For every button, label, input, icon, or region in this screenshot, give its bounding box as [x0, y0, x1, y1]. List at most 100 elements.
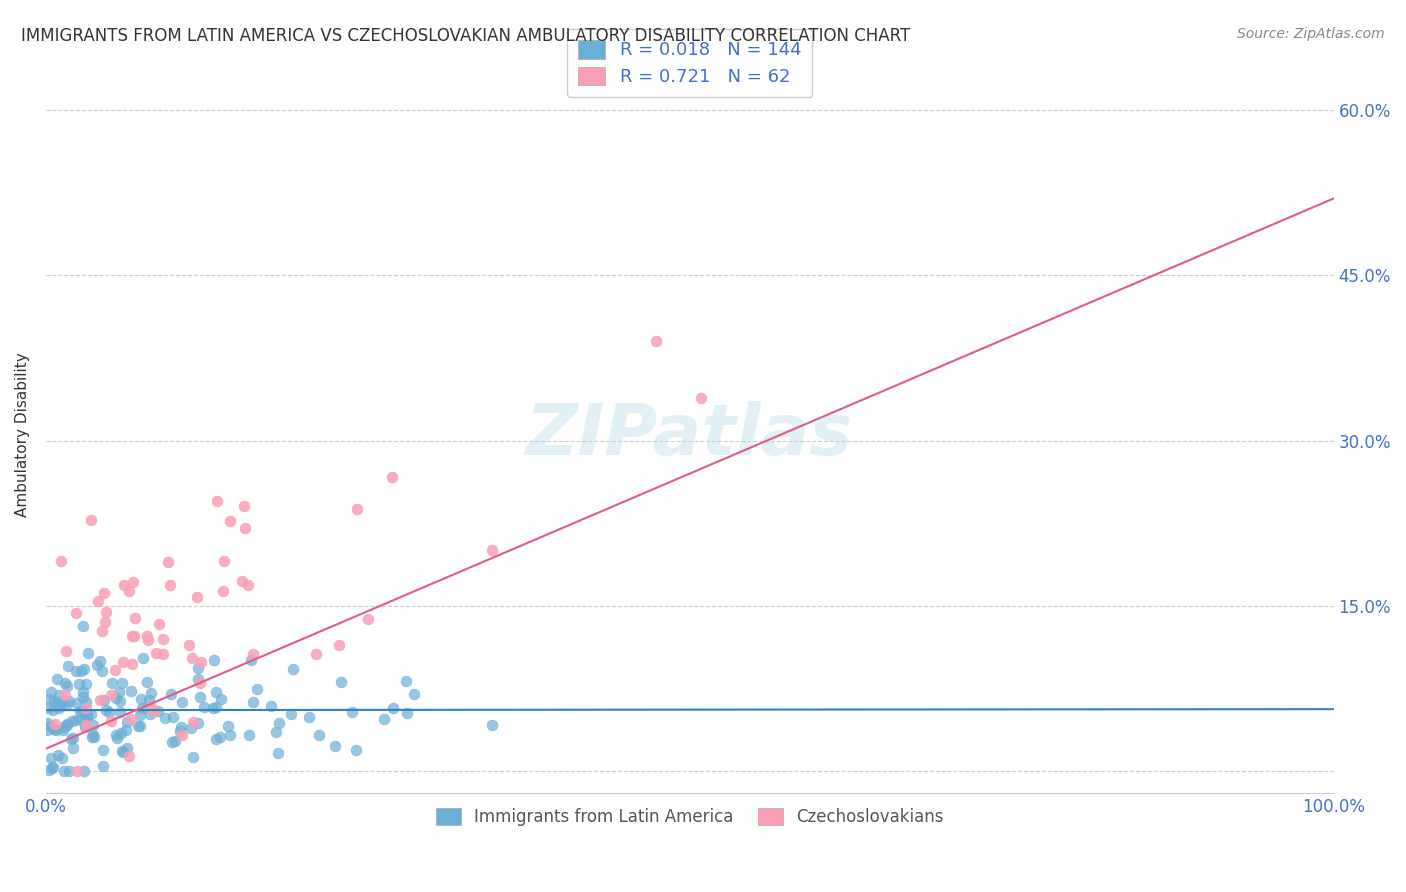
Point [76, 709, 98, 723]
Point [114, 723, 136, 738]
Point [75, 718, 97, 732]
Point [67, 677, 90, 691]
Point [231, 574, 253, 588]
Point [77, 646, 100, 660]
Point [56, 717, 79, 731]
Point [110, 676, 132, 690]
Point [139, 686, 162, 700]
Point [42, 760, 65, 774]
Point [214, 554, 236, 568]
Point [69, 704, 91, 718]
Point [260, 698, 283, 713]
Point [246, 682, 269, 697]
Point [187, 716, 209, 731]
Point [42, 694, 65, 708]
Point [205, 685, 228, 699]
Point [136, 632, 159, 647]
Point [52, 723, 75, 738]
Point [118, 583, 141, 598]
Point [342, 705, 364, 719]
Point [211, 692, 233, 706]
Point [73, 717, 96, 731]
Point [49, 554, 72, 568]
Text: IMMIGRANTS FROM LATIN AMERICA VS CZECHOSLOVAKIAN AMBULATORY DISABILITY CORRELATI: IMMIGRANTS FROM LATIN AMERICA VS CZECHOS… [21, 27, 910, 45]
Point [146, 704, 169, 718]
Point [101, 676, 124, 690]
Point [122, 574, 145, 589]
Point [58, 694, 80, 708]
Point [153, 710, 176, 724]
Point [357, 612, 380, 626]
Point [82, 728, 104, 742]
Point [177, 638, 200, 652]
Point [39, 751, 62, 765]
Point [96, 605, 118, 619]
Point [100, 688, 122, 702]
Point [39, 685, 62, 699]
Point [80, 706, 103, 721]
Point [62, 731, 84, 745]
Point [121, 657, 143, 671]
Point [344, 743, 367, 757]
Point [269, 715, 291, 730]
Point [60, 714, 83, 728]
Point [70, 665, 93, 679]
Point [373, 712, 395, 726]
Point [38, 692, 60, 706]
Point [82, 717, 104, 731]
Point [72, 685, 94, 699]
Point [328, 638, 350, 652]
Point [97, 706, 120, 720]
Point [73, 662, 96, 676]
Point [124, 611, 146, 625]
Point [111, 655, 134, 669]
Point [242, 647, 264, 661]
Point [38, 719, 60, 733]
Point [42, 703, 65, 717]
Point [104, 663, 127, 677]
Point [44, 717, 66, 731]
Point [205, 494, 228, 508]
Point [219, 728, 242, 742]
Legend: Immigrants from Latin America, Czechoslovakians: Immigrants from Latin America, Czechoslo… [427, 799, 952, 834]
Point [128, 719, 150, 733]
Point [163, 733, 186, 747]
Point [329, 674, 352, 689]
Point [44, 723, 66, 738]
Point [72, 690, 94, 705]
Point [55, 643, 77, 657]
Point [38, 764, 60, 778]
Point [156, 555, 179, 569]
Point [233, 499, 256, 513]
Point [121, 629, 143, 643]
Point [233, 521, 256, 535]
Point [689, 392, 711, 406]
Point [180, 722, 202, 736]
Point [58, 764, 80, 778]
Point [93, 693, 115, 707]
Point [80, 731, 103, 745]
Point [42, 723, 65, 737]
Point [65, 664, 87, 678]
Point [58, 658, 80, 673]
Point [105, 691, 128, 706]
Point [481, 543, 503, 558]
Point [190, 655, 212, 669]
Point [283, 662, 305, 676]
Point [66, 764, 89, 778]
Point [236, 577, 259, 591]
Point [172, 728, 194, 742]
Point [160, 688, 183, 702]
Point [193, 699, 215, 714]
Point [48, 688, 70, 702]
Point [62, 740, 84, 755]
Point [110, 694, 132, 708]
Point [169, 723, 191, 738]
Point [48, 698, 70, 712]
Point [267, 746, 290, 760]
Point [280, 707, 302, 722]
Point [53, 676, 76, 690]
Point [72, 618, 94, 632]
Point [170, 695, 193, 709]
Point [180, 650, 202, 665]
